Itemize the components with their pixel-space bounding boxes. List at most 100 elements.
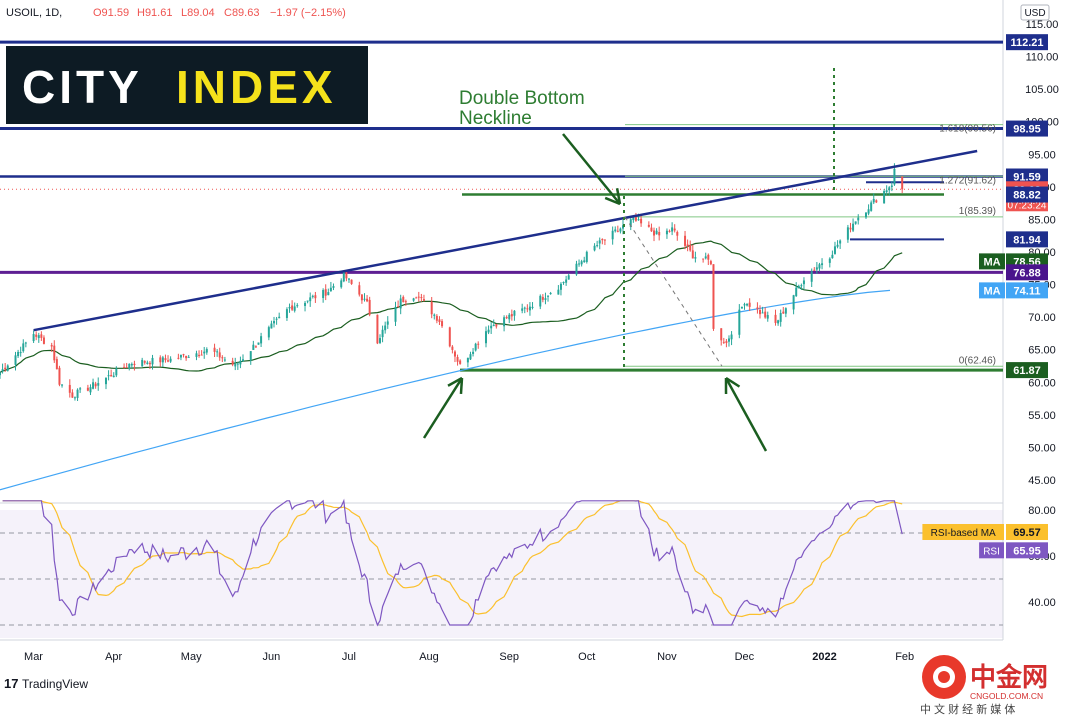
candle[interactable] xyxy=(252,340,255,350)
candle[interactable] xyxy=(205,347,208,355)
candle[interactable] xyxy=(368,296,371,317)
candle[interactable] xyxy=(123,363,126,369)
candle[interactable] xyxy=(40,331,43,341)
candle[interactable] xyxy=(691,244,694,259)
candle[interactable] xyxy=(474,342,477,352)
candle[interactable] xyxy=(293,302,296,313)
candle[interactable] xyxy=(619,227,622,234)
candle[interactable] xyxy=(549,291,552,295)
candle[interactable] xyxy=(187,355,190,358)
candle[interactable] xyxy=(203,346,206,359)
candle[interactable] xyxy=(890,181,893,192)
candle[interactable] xyxy=(128,363,131,371)
candle[interactable] xyxy=(451,345,454,354)
candle[interactable] xyxy=(107,370,110,381)
candle[interactable] xyxy=(322,288,325,303)
candle[interactable] xyxy=(487,325,490,335)
candle[interactable] xyxy=(32,330,35,344)
candle[interactable] xyxy=(503,315,506,332)
candle[interactable] xyxy=(273,316,276,328)
price-badge[interactable]: 81.94 xyxy=(1006,231,1048,248)
candle[interactable] xyxy=(562,281,565,285)
candle[interactable] xyxy=(151,354,154,370)
candle[interactable] xyxy=(547,295,550,302)
candle[interactable] xyxy=(311,294,314,299)
candle[interactable] xyxy=(722,337,725,344)
candle[interactable] xyxy=(68,379,71,398)
candle[interactable] xyxy=(901,176,904,194)
candle[interactable] xyxy=(79,387,82,393)
candle[interactable] xyxy=(296,303,299,308)
ma-line-short[interactable] xyxy=(0,240,903,374)
arrow-first-bottom-icon[interactable] xyxy=(422,376,464,439)
candle[interactable] xyxy=(647,221,650,228)
candle[interactable] xyxy=(883,189,886,204)
candle[interactable] xyxy=(505,315,508,320)
candle[interactable] xyxy=(231,357,234,367)
candle[interactable] xyxy=(399,294,402,315)
candle[interactable] xyxy=(831,250,834,259)
candle[interactable] xyxy=(110,369,113,377)
candle[interactable] xyxy=(484,326,487,348)
price-badge[interactable]: 98.95 xyxy=(1006,120,1048,137)
candle[interactable] xyxy=(412,297,415,302)
candle[interactable] xyxy=(650,223,653,232)
candle[interactable] xyxy=(459,359,462,365)
candle[interactable] xyxy=(828,257,831,268)
candle[interactable] xyxy=(22,339,25,353)
candle[interactable] xyxy=(200,350,203,356)
candle[interactable] xyxy=(58,365,61,387)
candle[interactable] xyxy=(779,309,782,327)
candle[interactable] xyxy=(709,259,712,266)
candle[interactable] xyxy=(19,346,22,357)
candle[interactable] xyxy=(115,366,118,378)
price-badge[interactable]: 91.59 xyxy=(1006,168,1048,185)
rsi-ma-line[interactable] xyxy=(2,500,903,618)
candle[interactable] xyxy=(782,306,785,314)
candle[interactable] xyxy=(477,341,480,349)
candle[interactable] xyxy=(402,295,405,303)
candle[interactable] xyxy=(213,343,216,358)
candle[interactable] xyxy=(239,356,242,369)
candle[interactable] xyxy=(655,228,658,235)
candle[interactable] xyxy=(304,301,307,312)
candle[interactable] xyxy=(616,225,619,233)
candle[interactable] xyxy=(872,193,875,205)
candle[interactable] xyxy=(97,377,100,391)
candle[interactable] xyxy=(267,325,270,341)
candle[interactable] xyxy=(539,294,542,310)
candle[interactable] xyxy=(704,252,707,260)
trendline[interactable] xyxy=(33,149,978,332)
candle[interactable] xyxy=(784,307,787,318)
candle[interactable] xyxy=(653,227,656,242)
candle[interactable] xyxy=(686,239,689,252)
candle[interactable] xyxy=(195,350,198,361)
candle[interactable] xyxy=(130,362,133,369)
candle[interactable] xyxy=(309,292,312,307)
candle[interactable] xyxy=(14,351,17,371)
candle[interactable] xyxy=(55,356,58,370)
arrow-second-bottom-icon[interactable] xyxy=(724,376,768,452)
candle[interactable] xyxy=(430,296,433,319)
candle[interactable] xyxy=(559,282,562,296)
candle[interactable] xyxy=(492,319,495,327)
candle[interactable] xyxy=(257,342,260,345)
candle[interactable] xyxy=(621,219,624,235)
candle[interactable] xyxy=(738,304,741,339)
candle[interactable] xyxy=(35,331,38,341)
candle[interactable] xyxy=(1,363,4,374)
candle[interactable] xyxy=(720,328,723,346)
candle[interactable] xyxy=(598,237,601,250)
candle[interactable] xyxy=(24,341,27,348)
candle[interactable] xyxy=(37,332,40,343)
candle[interactable] xyxy=(249,351,252,365)
candle[interactable] xyxy=(725,339,728,348)
candle[interactable] xyxy=(17,349,20,358)
candle[interactable] xyxy=(379,334,382,345)
candle[interactable] xyxy=(857,214,860,225)
candle[interactable] xyxy=(810,268,813,288)
candle[interactable] xyxy=(531,302,534,310)
candle[interactable] xyxy=(727,335,730,347)
candle[interactable] xyxy=(327,288,330,296)
